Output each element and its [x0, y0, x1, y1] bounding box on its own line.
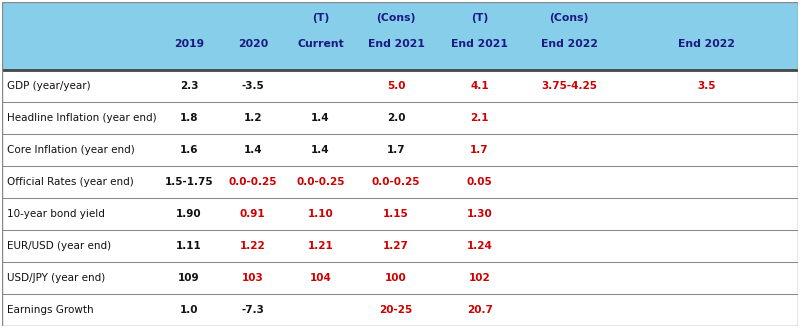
Text: 1.22: 1.22 — [240, 241, 266, 251]
Bar — [2, 2, 798, 70]
Text: 1.90: 1.90 — [176, 209, 202, 219]
Text: (Cons): (Cons) — [550, 13, 589, 23]
Text: Headline Inflation (year end): Headline Inflation (year end) — [7, 113, 157, 123]
Text: 2020: 2020 — [238, 39, 268, 49]
Text: 20.7: 20.7 — [466, 305, 493, 315]
Text: 0.0-0.25: 0.0-0.25 — [229, 177, 277, 187]
Text: 102: 102 — [469, 273, 490, 283]
Text: 1.0: 1.0 — [180, 305, 198, 315]
Text: -3.5: -3.5 — [242, 81, 264, 91]
Text: Earnings Growth: Earnings Growth — [7, 305, 94, 315]
Text: 1.11: 1.11 — [176, 241, 202, 251]
Text: 0.91: 0.91 — [240, 209, 266, 219]
Text: 1.8: 1.8 — [180, 113, 198, 123]
Text: Current: Current — [297, 39, 344, 49]
Text: 1.21: 1.21 — [307, 241, 334, 251]
Text: 1.6: 1.6 — [180, 145, 198, 155]
Text: End 2021: End 2021 — [451, 39, 508, 49]
Text: 1.4: 1.4 — [311, 113, 330, 123]
Text: 4.1: 4.1 — [470, 81, 489, 91]
Text: 2.1: 2.1 — [470, 113, 489, 123]
Text: End 2022: End 2022 — [678, 39, 735, 49]
Text: 5.0: 5.0 — [386, 81, 406, 91]
Text: End 2021: End 2021 — [367, 39, 425, 49]
Text: (T): (T) — [312, 13, 329, 23]
Text: 1.4: 1.4 — [243, 145, 262, 155]
Text: -7.3: -7.3 — [242, 305, 264, 315]
Text: 1.7: 1.7 — [386, 145, 406, 155]
Text: (Cons): (Cons) — [376, 13, 416, 23]
Text: 3.5: 3.5 — [697, 81, 716, 91]
Text: 109: 109 — [178, 273, 200, 283]
Text: 0.05: 0.05 — [466, 177, 493, 187]
Text: 1.4: 1.4 — [311, 145, 330, 155]
Text: 104: 104 — [310, 273, 331, 283]
Text: 1.27: 1.27 — [383, 241, 409, 251]
Text: 3.75-4.25: 3.75-4.25 — [541, 81, 597, 91]
Text: 10-year bond yield: 10-year bond yield — [7, 209, 105, 219]
Text: EUR/USD (year end): EUR/USD (year end) — [7, 241, 111, 251]
Text: 20-25: 20-25 — [379, 305, 413, 315]
Text: 1.30: 1.30 — [466, 209, 493, 219]
Text: Official Rates (year end): Official Rates (year end) — [7, 177, 134, 187]
Text: (T): (T) — [471, 13, 488, 23]
Text: 2.0: 2.0 — [386, 113, 406, 123]
Text: 100: 100 — [385, 273, 407, 283]
Text: 0.0-0.25: 0.0-0.25 — [296, 177, 345, 187]
Text: 1.15: 1.15 — [383, 209, 409, 219]
Text: 2019: 2019 — [174, 39, 204, 49]
Text: 103: 103 — [242, 273, 264, 283]
Text: Core Inflation (year end): Core Inflation (year end) — [7, 145, 134, 155]
Text: USD/JPY (year end): USD/JPY (year end) — [7, 273, 105, 283]
Text: 0.0-0.25: 0.0-0.25 — [372, 177, 420, 187]
Text: End 2022: End 2022 — [541, 39, 598, 49]
Text: GDP (year/year): GDP (year/year) — [7, 81, 90, 91]
Text: 1.2: 1.2 — [243, 113, 262, 123]
Text: 2.3: 2.3 — [180, 81, 198, 91]
Text: 1.5-1.75: 1.5-1.75 — [165, 177, 214, 187]
Text: 1.7: 1.7 — [470, 145, 489, 155]
Text: 1.10: 1.10 — [307, 209, 334, 219]
Text: 1.24: 1.24 — [466, 241, 493, 251]
